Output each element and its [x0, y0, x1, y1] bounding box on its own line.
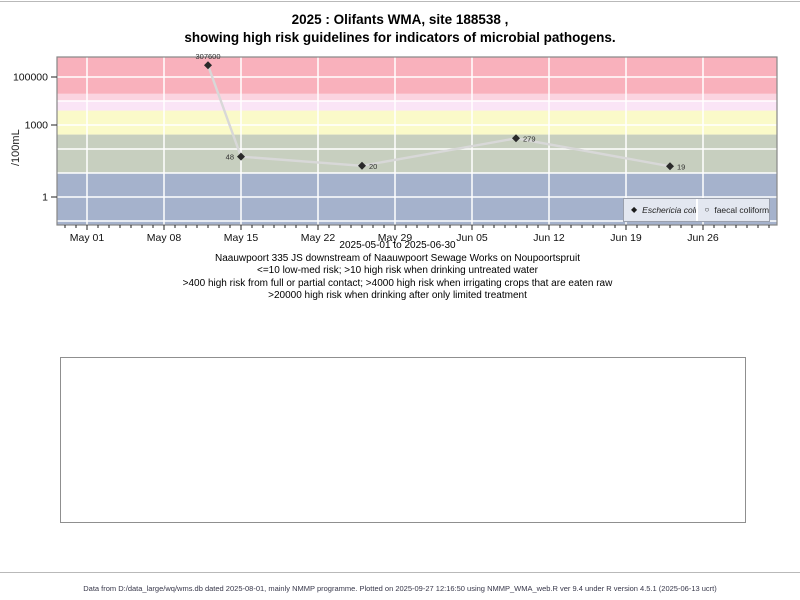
axes-layer: May 01 May 08 May 15 May 22 May 29 Jun 05 Jun … — [13, 56, 778, 244]
y-tick-label: 100000 — [13, 72, 48, 84]
legend-item-ecoli: ◆ Eschericia coli — [624, 199, 698, 221]
risk-band — [57, 93, 777, 101]
risk-band — [57, 57, 777, 94]
y-axis-label: /100mL — [10, 129, 22, 166]
chart-legend: ◆ Eschericia coli ○ faecal coliforms — [623, 198, 770, 222]
x-tick-label: May 08 — [147, 232, 182, 244]
y-tick-label: 1000 — [25, 120, 49, 132]
chart-canvas: May 01 May 08 May 15 May 22 May 29 Jun 05 Jun … — [13, 52, 778, 244]
legend-label-faecal-coliforms: faecal coliforms — [714, 205, 769, 215]
series-layer: 307600 48 20 279 19 — [195, 52, 685, 172]
chart: May 01 May 08 May 15 May 22 May 29 Jun 05 Jun … — [0, 52, 795, 303]
risk-bands-layer — [57, 57, 777, 225]
data-point — [512, 134, 520, 143]
data-point-label: 307600 — [195, 52, 220, 61]
x-axis-range-label: 2025-05-01 to 2025-06-30 — [339, 240, 456, 251]
caption-site-line: Naauwpoort 335 JS downstream of Naauwpoo… — [214, 253, 580, 264]
caption-guideline-3: >20000 high risk when drinking after onl… — [268, 290, 527, 302]
data-point-label: 20 — [369, 162, 377, 171]
x-tick-label: Jun 19 — [610, 232, 642, 244]
x-tick-label: Jun 26 — [687, 232, 719, 244]
data-point — [358, 161, 366, 170]
filled-diamond-icon: ◆ — [631, 205, 638, 214]
y-tick-label: 1 — [42, 192, 48, 204]
data-point-label: 19 — [677, 162, 685, 171]
x-tick-label: Jun 05 — [456, 232, 488, 244]
caption-guideline-1: <=10 low-med risk; >10 high risk when dr… — [257, 265, 538, 277]
top-divider — [0, 1, 800, 2]
gridlines-layer — [57, 57, 777, 225]
x-tick-label: Jun 12 — [533, 232, 565, 244]
chart-title-line1: 2025 : Olifants WMA, site 188538 , — [291, 12, 509, 27]
x-tick-label: May 15 — [224, 232, 259, 244]
risk-band — [57, 110, 777, 135]
chart-title-line2: showing high risk guidelines for indicat… — [184, 30, 616, 45]
x-tick-label: May 29 — [378, 232, 413, 244]
data-point — [204, 61, 212, 70]
footer-text: Data from D:/data_large/wq/wms.db dated … — [83, 584, 717, 593]
open-circle-icon: ○ — [704, 205, 710, 214]
footer-divider — [0, 572, 800, 573]
empty-panel — [60, 357, 746, 523]
caption-guideline-2: >400 high risk from full or partial cont… — [182, 277, 613, 289]
legend-label-ecoli: Eschericia coli — [642, 205, 697, 215]
chart-title: 2025 : Olifants WMA, site 188538 , showi… — [0, 11, 800, 47]
legend-item-faecal-coliforms: ○ faecal coliforms — [698, 199, 770, 221]
data-point — [666, 162, 674, 171]
x-tick-label: May 22 — [301, 232, 336, 244]
data-point-label: 48 — [226, 153, 234, 162]
chart-caption: Naauwpoort 335 JS downstream of Naauwpoo… — [0, 253, 795, 303]
risk-band — [57, 101, 777, 111]
data-point-label: 279 — [523, 134, 536, 143]
risk-band — [57, 134, 777, 173]
data-point — [237, 152, 245, 161]
x-tick-label: May 01 — [70, 232, 105, 244]
